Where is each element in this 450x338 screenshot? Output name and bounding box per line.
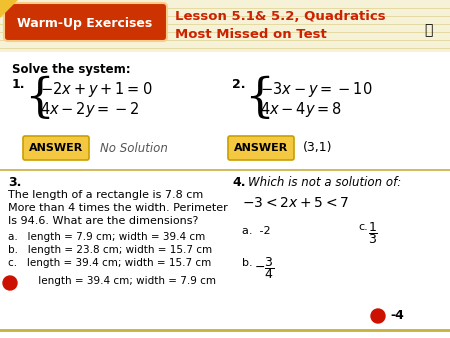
Text: No Solution: No Solution bbox=[100, 142, 168, 154]
Text: Lesson 5.1& 5.2, Quadratics: Lesson 5.1& 5.2, Quadratics bbox=[175, 9, 386, 23]
FancyBboxPatch shape bbox=[228, 136, 294, 160]
Text: $-2x + y + 1 = 0$: $-2x + y + 1 = 0$ bbox=[40, 80, 153, 99]
Text: 🐾: 🐾 bbox=[424, 23, 432, 37]
Text: $4x - 2y = -2$: $4x - 2y = -2$ bbox=[40, 100, 140, 119]
Circle shape bbox=[3, 276, 17, 290]
Text: {: { bbox=[244, 76, 274, 121]
Text: $-3x - y = -10$: $-3x - y = -10$ bbox=[260, 80, 373, 99]
FancyBboxPatch shape bbox=[0, 52, 450, 338]
Polygon shape bbox=[0, 0, 18, 18]
Text: Most Missed on Test: Most Missed on Test bbox=[175, 27, 327, 41]
Text: (3,1): (3,1) bbox=[303, 142, 333, 154]
Text: $4x - 4y = 8$: $4x - 4y = 8$ bbox=[260, 100, 342, 119]
Text: -4: -4 bbox=[390, 309, 404, 322]
Text: 1.: 1. bbox=[12, 78, 26, 91]
Text: 2.: 2. bbox=[232, 78, 246, 91]
Text: The length of a rectangle is 7.8 cm: The length of a rectangle is 7.8 cm bbox=[8, 190, 203, 200]
FancyBboxPatch shape bbox=[23, 136, 89, 160]
Text: Solve the system:: Solve the system: bbox=[12, 63, 130, 76]
Text: ANSWER: ANSWER bbox=[234, 143, 288, 153]
Circle shape bbox=[371, 309, 385, 323]
Text: b.   length = 23.8 cm; width = 15.7 cm: b. length = 23.8 cm; width = 15.7 cm bbox=[8, 245, 212, 255]
Text: a.  -2: a. -2 bbox=[242, 226, 270, 236]
Text: {: { bbox=[24, 76, 54, 121]
Text: ANSWER: ANSWER bbox=[29, 143, 83, 153]
Text: 4.: 4. bbox=[232, 176, 246, 189]
Text: $\dfrac{1}{3}$: $\dfrac{1}{3}$ bbox=[368, 220, 378, 246]
Text: Warm-Up Exercises: Warm-Up Exercises bbox=[18, 17, 153, 29]
Text: b.: b. bbox=[242, 258, 252, 268]
Text: Is 94.6. What are the dimensions?: Is 94.6. What are the dimensions? bbox=[8, 216, 198, 226]
Text: c.   length = 39.4 cm; width = 15.7 cm: c. length = 39.4 cm; width = 15.7 cm bbox=[8, 258, 211, 268]
FancyBboxPatch shape bbox=[0, 0, 450, 52]
Text: c.: c. bbox=[358, 222, 368, 232]
Text: More than 4 times the width. Perimeter: More than 4 times the width. Perimeter bbox=[8, 203, 228, 213]
Text: 3.: 3. bbox=[8, 176, 22, 189]
Text: $-3 < 2x + 5 < 7$: $-3 < 2x + 5 < 7$ bbox=[242, 196, 349, 210]
FancyBboxPatch shape bbox=[4, 3, 167, 41]
Text: a.   length = 7.9 cm; width = 39.4 cm: a. length = 7.9 cm; width = 39.4 cm bbox=[8, 232, 205, 242]
Text: length = 39.4 cm; width = 7.9 cm: length = 39.4 cm; width = 7.9 cm bbox=[22, 276, 216, 286]
Text: $-\dfrac{3}{4}$: $-\dfrac{3}{4}$ bbox=[254, 255, 274, 281]
Text: Which is not a solution of:: Which is not a solution of: bbox=[248, 176, 401, 189]
